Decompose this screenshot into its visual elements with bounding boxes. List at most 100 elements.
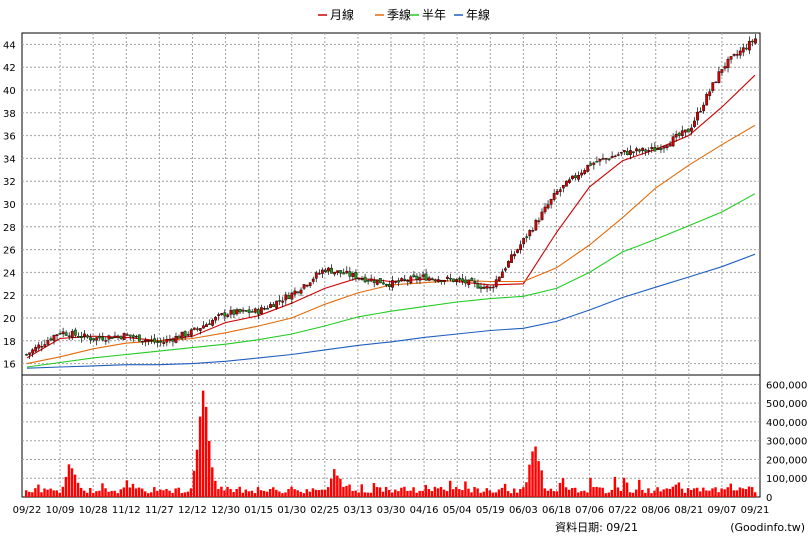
volume-bar xyxy=(198,416,202,497)
volume-bar xyxy=(662,489,665,497)
volume-bar xyxy=(269,488,272,497)
volume-bar xyxy=(287,488,290,497)
candle-body xyxy=(446,276,449,279)
candle-body xyxy=(439,280,443,282)
volume-bar xyxy=(73,474,77,497)
candle-body xyxy=(510,254,513,263)
candle-body xyxy=(568,179,571,183)
volume-bar xyxy=(345,485,348,497)
volume-bar xyxy=(628,492,632,497)
volume-bar xyxy=(735,490,739,497)
date-tick-label: 11/27 xyxy=(145,505,174,516)
candle-body xyxy=(363,276,367,283)
candle-body xyxy=(693,120,696,127)
volume-bar xyxy=(747,486,751,497)
volume-bar xyxy=(351,490,354,497)
volume-bar xyxy=(223,490,226,497)
volume-bar xyxy=(101,483,104,497)
volume-bar xyxy=(577,492,580,497)
candle-body xyxy=(467,279,471,286)
candle-body xyxy=(104,340,108,342)
candle-body xyxy=(577,175,580,180)
candle-body xyxy=(159,340,163,343)
candle-body xyxy=(220,313,224,315)
volume-bar xyxy=(253,493,257,497)
candle-body xyxy=(357,278,361,280)
candle-body xyxy=(345,270,349,274)
volume-bar xyxy=(671,486,675,497)
candle-body xyxy=(455,279,458,282)
candle-body xyxy=(458,277,462,280)
volume-bar xyxy=(409,490,412,497)
volume-bar xyxy=(598,487,601,497)
candle-body xyxy=(662,146,666,149)
candle-body xyxy=(98,336,102,339)
candle-body xyxy=(622,150,626,153)
candle-body xyxy=(629,150,632,155)
volume-bar xyxy=(86,492,89,497)
volume-bar xyxy=(326,487,330,497)
source-label: (Goodinfo.tw) xyxy=(730,521,805,534)
candle-body xyxy=(436,279,440,283)
candle-body xyxy=(741,47,745,53)
candle-body xyxy=(604,158,608,160)
volume-tick-label: 200,000 xyxy=(766,455,807,466)
volume-tick-label: 100,000 xyxy=(766,474,807,485)
volume-bar xyxy=(201,390,205,497)
volume-bar xyxy=(333,469,336,497)
candle-body xyxy=(314,272,318,279)
volume-bar xyxy=(668,488,671,497)
legend-label-half: 半年 xyxy=(422,8,446,22)
candle-body xyxy=(241,309,245,312)
volume-bar xyxy=(726,487,729,497)
candle-body xyxy=(348,271,352,277)
volume-bar xyxy=(494,492,498,497)
volume-bar xyxy=(171,492,174,497)
date-tick-label: 01/15 xyxy=(244,505,273,516)
volume-bar xyxy=(592,487,595,497)
volume-bar xyxy=(311,488,315,497)
candle-body xyxy=(513,253,516,257)
volume-bar xyxy=(214,480,217,497)
volume-bar xyxy=(387,489,391,497)
volume-bar xyxy=(296,490,299,497)
candle-body xyxy=(284,294,288,301)
volume-bar xyxy=(601,487,604,497)
candle-body xyxy=(686,128,690,133)
volume-bar xyxy=(497,489,501,497)
candle-body xyxy=(250,311,254,313)
candle-body xyxy=(162,341,166,344)
volume-bar xyxy=(485,488,488,497)
volume-bar xyxy=(412,487,415,497)
volume-bar xyxy=(686,488,690,497)
candle-body xyxy=(70,330,74,338)
date-tick-label: 07/22 xyxy=(608,505,637,516)
candle-body xyxy=(235,309,239,315)
volume-bar xyxy=(464,481,467,497)
candle-body xyxy=(122,333,126,341)
volume-tick-label: 600,000 xyxy=(766,380,807,391)
volume-bar xyxy=(720,488,723,497)
volume-bar xyxy=(561,477,565,497)
date-tick-label: 03/13 xyxy=(343,505,372,516)
volume-bar xyxy=(147,493,150,497)
volume-bar xyxy=(125,480,129,497)
date-tick-label: 02/25 xyxy=(310,505,339,516)
volume-bar xyxy=(403,486,406,497)
volume-bar xyxy=(391,492,394,497)
candle-body xyxy=(476,283,480,289)
candle-body xyxy=(711,82,715,91)
candle-body xyxy=(449,278,452,280)
volume-bar xyxy=(76,482,80,497)
candle-body xyxy=(574,175,577,179)
volume-bar xyxy=(491,492,495,497)
volume-bar xyxy=(113,490,116,497)
candle-body xyxy=(668,144,672,147)
volume-bar xyxy=(665,488,668,497)
candle-body xyxy=(320,269,324,274)
candle-body xyxy=(388,284,391,287)
volume-bar xyxy=(89,487,92,497)
volume-bar xyxy=(519,488,522,497)
legend-label-year: 年線 xyxy=(466,7,490,22)
volume-bar xyxy=(208,440,211,497)
